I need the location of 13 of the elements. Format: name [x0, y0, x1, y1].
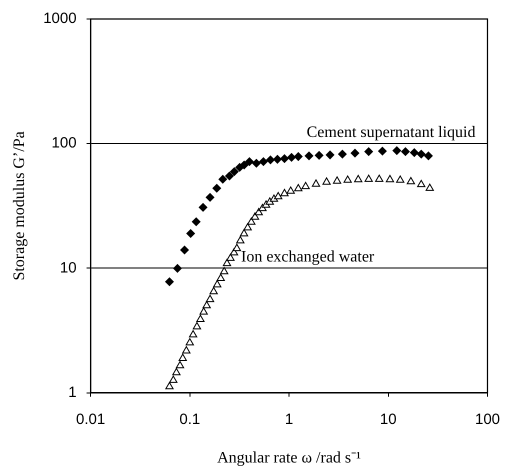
x-tick-label: 0.1 [179, 410, 200, 428]
y-axis-title: Storage modulus G’/Pa [10, 131, 28, 281]
series-label: Cement supernatant liquid [306, 124, 476, 141]
y-tick-label: 1 [68, 384, 77, 401]
y-tick-label: 100 [52, 134, 77, 152]
x-tick-label: 0.01 [76, 410, 106, 428]
x-tick-label: 100 [474, 410, 500, 428]
x-tick-label: 1 [284, 410, 294, 428]
y-tick-label: 1000 [43, 10, 77, 28]
y-tick-label: 10 [60, 259, 77, 276]
x-tick-label: 10 [380, 410, 397, 428]
x-axis-title: Angular rate ω /rad s⁻¹ [217, 450, 362, 467]
series-label: Ion exchanged water [240, 248, 375, 266]
